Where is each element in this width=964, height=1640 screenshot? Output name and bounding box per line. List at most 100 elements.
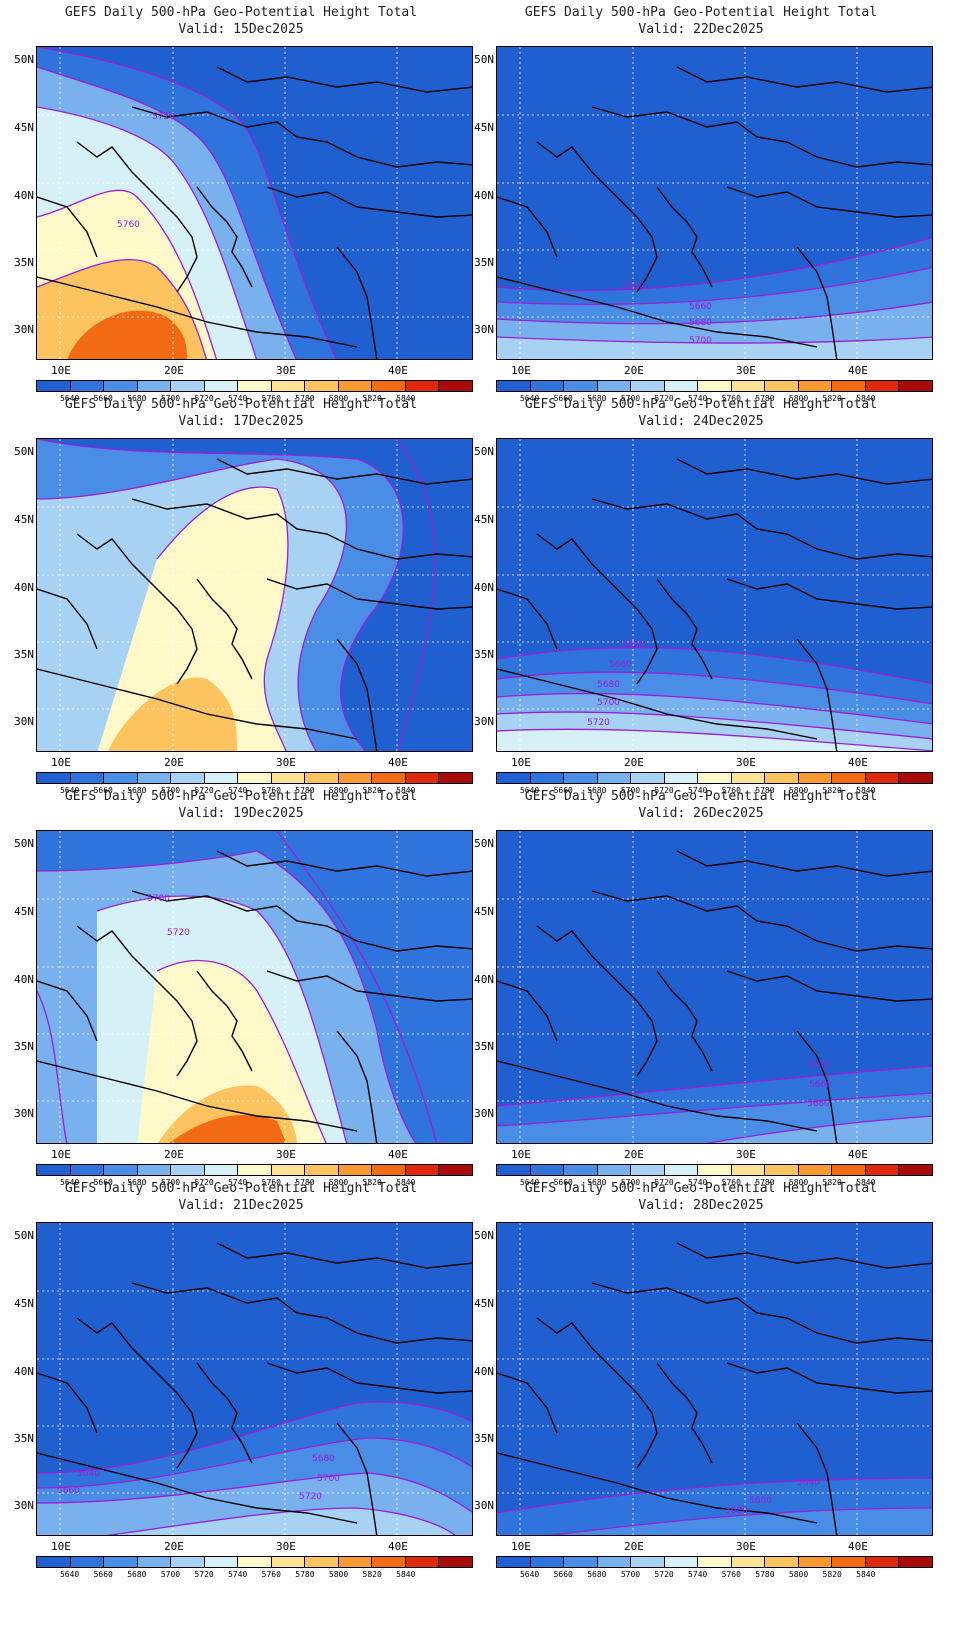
coastline — [37, 668, 358, 740]
colorbar-labels: 5640 5660 5680 5700 5720 5740 5760 5780 5800 5820… — [36, 394, 473, 406]
colorbar-label: 5660 — [553, 1570, 573, 1579]
colorbar-swatch — [865, 773, 900, 783]
colorbar-swatch — [698, 1165, 732, 1175]
lat-label: 50N — [14, 1229, 34, 1242]
colorbar-swatch — [405, 773, 440, 783]
colorbar-label: 5720 — [654, 786, 674, 795]
height-band — [497, 1223, 932, 1535]
coastline — [591, 1282, 932, 1344]
map-svg: 5640 5660 5680 5700 — [497, 47, 932, 359]
colorbar-swatch — [564, 1165, 598, 1175]
lat-label: 35N — [14, 648, 34, 661]
lat-label: 35N — [14, 256, 34, 269]
colorbar-label: 5740 — [688, 1570, 708, 1579]
height-map: 5640 5660 5680 5700 — [496, 46, 933, 360]
colorbar-label: 5640 — [519, 1570, 540, 1579]
lon-label: 10E — [51, 756, 71, 769]
contour-label: 5640 — [622, 282, 645, 292]
coastline — [37, 1372, 98, 1434]
panel-title: GEFS Daily 500-hPa Geo-Potential Height … — [64, 5, 418, 20]
colorbar-label: 5700 — [160, 1570, 181, 1579]
coastline — [37, 276, 358, 348]
lat-label: 50N — [474, 53, 494, 66]
coastline — [131, 890, 472, 952]
colorbar-swatch — [798, 1557, 833, 1567]
map-svg: 5720 5760 — [37, 47, 472, 359]
colorbar-swatch — [271, 773, 306, 783]
contour-line — [497, 266, 932, 306]
lon-label: 10E — [511, 1148, 531, 1161]
colorbar — [36, 772, 473, 784]
panel-valid-date: Valid: 26Dec2025 — [638, 806, 764, 821]
colorbar-label: 5780 — [295, 1178, 315, 1187]
colorbar-swatch — [238, 1557, 272, 1567]
lat-label: 40N — [14, 973, 34, 986]
height-map: 5640 5660 5680 — [496, 830, 933, 1144]
contour-line — [497, 301, 932, 325]
map-panel: GEFS Daily 500-hPa Geo-Potential Height … — [460, 392, 942, 802]
contour-line — [96, 895, 348, 1143]
panel-title: GEFS Daily 500-hPa Geo-Potential Height … — [64, 789, 418, 804]
coastline — [676, 1242, 932, 1269]
coastline — [76, 533, 198, 685]
colorbar-label: 5840 — [396, 1570, 416, 1579]
colorbar-label: 5740 — [228, 786, 248, 795]
lon-label: 30E — [736, 364, 756, 377]
coastline — [216, 458, 472, 485]
colorbar-label: 5800 — [788, 1178, 809, 1187]
colorbar-label: 5640 — [59, 394, 80, 403]
map-panel: GEFS Daily 500-hPa Geo-Potential Height … — [0, 784, 482, 1194]
colorbar-label: 5820 — [822, 786, 842, 795]
coastline — [37, 980, 98, 1042]
contour-line — [497, 1092, 932, 1127]
lon-label: 30E — [276, 1148, 296, 1161]
coastline — [591, 498, 932, 560]
colorbar-swatch — [865, 1557, 900, 1567]
coastline — [726, 578, 932, 610]
coastline — [336, 638, 378, 751]
colorbar-label: 5820 — [362, 1570, 382, 1579]
colorbar-label: 5780 — [295, 1570, 315, 1579]
coastline — [676, 850, 932, 877]
colorbar-swatch — [798, 381, 833, 391]
colorbar-swatch — [832, 1165, 866, 1175]
colorbar-label: 5800 — [788, 1570, 809, 1579]
lat-label: 45N — [474, 121, 494, 134]
colorbar-swatch — [497, 773, 531, 783]
colorbar-label: 5720 — [654, 394, 674, 403]
colorbar-swatch — [171, 1557, 205, 1567]
contour-line — [37, 850, 417, 1143]
contour-line — [276, 831, 438, 1143]
coastline — [266, 970, 472, 1002]
coastline — [196, 970, 253, 1072]
lon-label: 30E — [276, 1540, 296, 1553]
lat-label: 45N — [474, 1297, 494, 1310]
lon-label: 20E — [164, 756, 184, 769]
lat-label: 35N — [474, 256, 494, 269]
panel-title: GEFS Daily 500-hPa Geo-Potential Height … — [64, 397, 418, 412]
coastline — [266, 578, 472, 610]
contour-label: 5660 — [749, 1496, 772, 1506]
lon-label: 10E — [51, 364, 71, 377]
colorbar-labels: 5640 5660 5680 5700 5720 5740 5760 5780 5800 5820… — [496, 1178, 933, 1190]
lat-label: 35N — [474, 648, 494, 661]
coastline — [497, 276, 818, 348]
lon-label: 20E — [624, 1148, 644, 1161]
coastline — [216, 1242, 472, 1269]
colorbar-swatch — [530, 773, 565, 783]
colorbar-label: 5640 — [59, 1570, 80, 1579]
colorbar-label: 5680 — [127, 1178, 147, 1187]
contour-line — [37, 1472, 472, 1513]
lat-label: 35N — [474, 1432, 494, 1445]
height-band — [137, 960, 327, 1143]
height-band — [708, 1116, 932, 1143]
contour-label: 5680 — [725, 1506, 748, 1516]
colorbar-label: 5680 — [587, 394, 607, 403]
coastline — [216, 66, 472, 93]
lat-label: 50N — [14, 53, 34, 66]
coastline — [336, 246, 378, 359]
colorbar-swatch — [271, 1557, 306, 1567]
colorbar-swatch — [497, 381, 531, 391]
colorbar-swatch — [631, 1557, 665, 1567]
colorbar-label: 5740 — [688, 1178, 708, 1187]
